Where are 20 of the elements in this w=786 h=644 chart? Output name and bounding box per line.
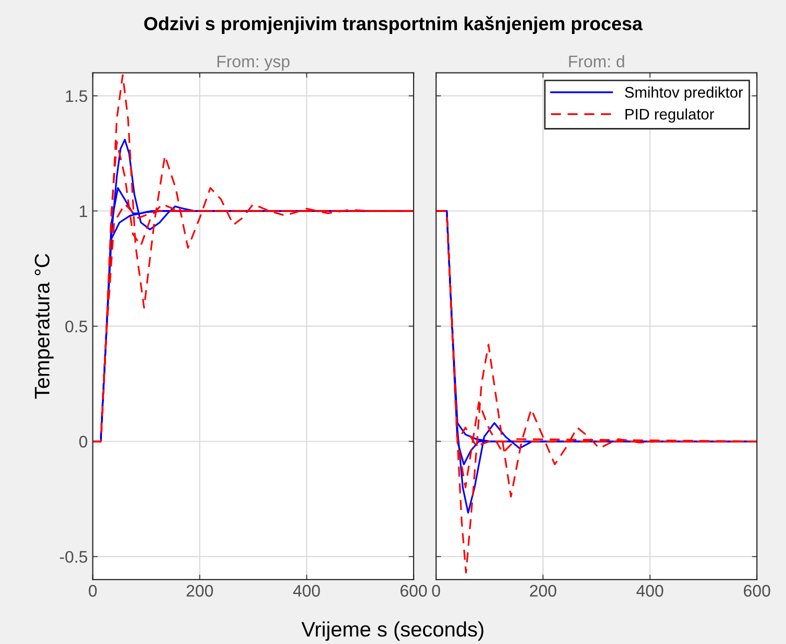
x-tick-label: 0: [432, 584, 440, 597]
x-tick-label: 200: [186, 584, 213, 597]
y-axis-title: Temperatura °C: [34, 254, 54, 399]
x-tick-label: 600: [400, 584, 427, 597]
x-axis-title: Vrijeme s (seconds): [301, 621, 484, 641]
legend-label: Smihtov prediktor: [624, 86, 743, 101]
y-tick-label: 0: [79, 436, 88, 448]
x-tick-label: 400: [293, 584, 320, 597]
chart-subtitle: From: ysp: [218, 56, 290, 71]
x-tick-label: 0: [88, 584, 97, 597]
y-tick-label: 1: [80, 206, 88, 218]
x-tick-label: 400: [636, 584, 664, 597]
y-tick-label: 0.5: [65, 320, 88, 332]
chart-subtitle: From: d: [569, 55, 624, 68]
x-tick-label: 600: [744, 584, 770, 597]
legend-label: PID regulator: [626, 108, 714, 123]
y-tick-label: 1.5: [66, 90, 88, 102]
x-tick-label: 200: [530, 584, 556, 597]
chart-title: Odzivi s promjenjivim transportnim kašnjenjem procesa: [144, 16, 643, 34]
y-tick-label: -0.5: [60, 550, 88, 563]
